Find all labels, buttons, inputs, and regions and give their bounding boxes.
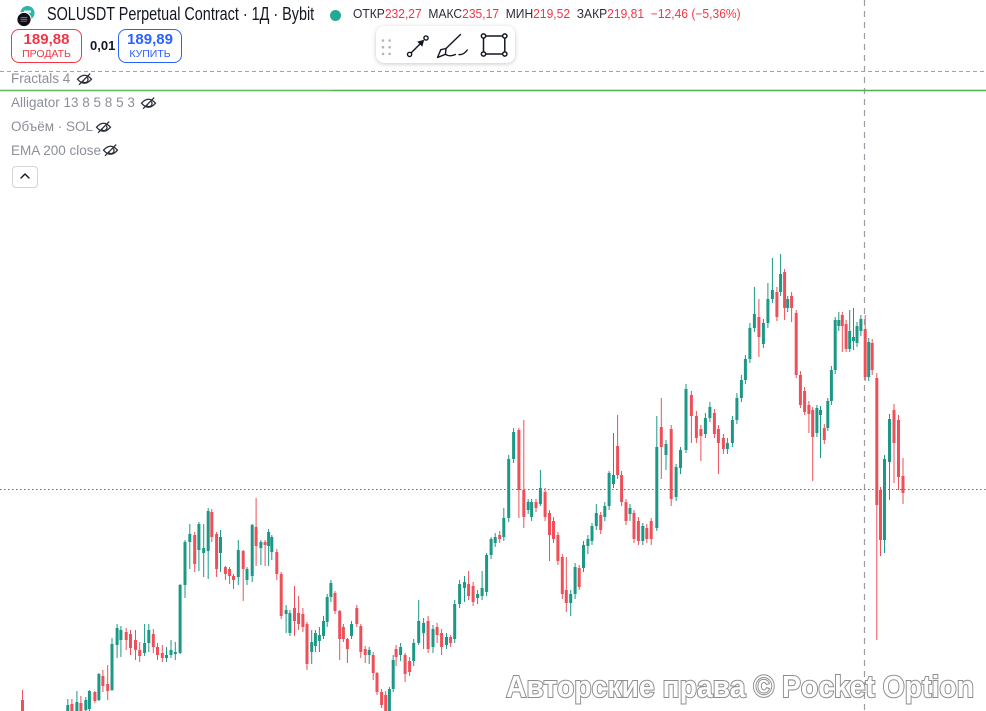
svg-text:Авторские права © Pocket Optio: Авторские права © Pocket Option	[506, 669, 974, 704]
